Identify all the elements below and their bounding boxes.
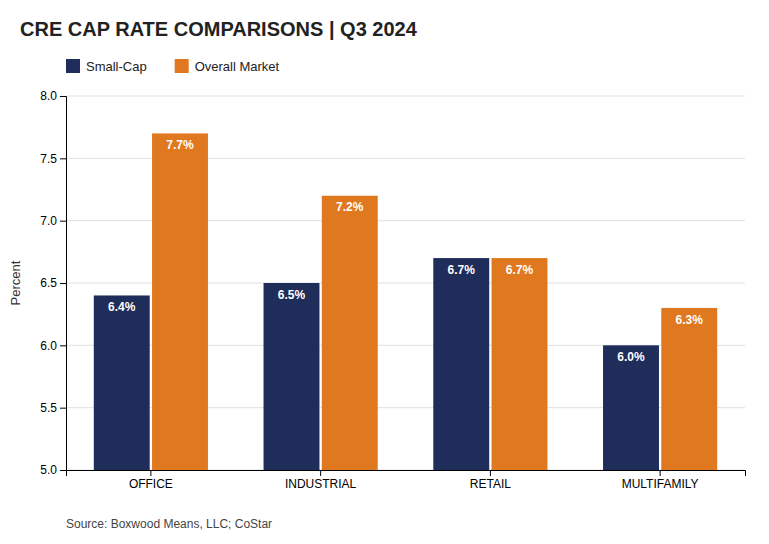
bar bbox=[661, 308, 717, 470]
tick-label: 7.0 bbox=[40, 214, 57, 228]
y-tick: 5.5 bbox=[40, 401, 66, 415]
bar bbox=[94, 295, 150, 470]
data-label: 6.5% bbox=[278, 288, 306, 302]
x-tick: INDUSTRIAL bbox=[285, 470, 357, 491]
tick-mark bbox=[60, 283, 66, 284]
tick-label: 5.0 bbox=[40, 463, 57, 477]
x-tick: RETAIL bbox=[470, 470, 511, 491]
grid bbox=[66, 96, 745, 470]
y-tick: 6.0 bbox=[40, 339, 66, 353]
tick-label: OFFICE bbox=[129, 477, 173, 491]
tick-label: MULTIFAMILY bbox=[622, 477, 699, 491]
chart-svg: CRE CAP RATE COMPARISONS | Q3 2024 Small-… bbox=[0, 0, 769, 544]
data-label: 6.4% bbox=[108, 300, 136, 314]
y-tick: 8.0 bbox=[40, 89, 66, 103]
data-labels: 6.4% 6.5% 6.7% 6.0% 7.7% 7.2% 6.7% 6.3% bbox=[108, 138, 703, 364]
y-axis: 5.0 5.5 6.0 6.5 7.0 7.5 8.0 bbox=[40, 89, 66, 477]
data-label: 6.0% bbox=[617, 350, 645, 364]
tick-mark bbox=[320, 470, 321, 476]
y-axis-title: Percent bbox=[8, 260, 23, 305]
legend-label: Overall Market bbox=[195, 59, 280, 74]
plot: 6.4% 6.5% 6.7% 6.0% 7.7% 7.2% 6.7% 6.3% 5.0 5.5 6.… bbox=[8, 89, 746, 490]
tick-mark bbox=[60, 345, 66, 346]
axis-line bbox=[60, 97, 67, 471]
bar bbox=[433, 258, 489, 470]
grid-line bbox=[66, 96, 745, 97]
bars bbox=[94, 133, 717, 470]
tick-mark bbox=[60, 470, 66, 471]
tick-label: 8.0 bbox=[40, 89, 57, 103]
y-tick: 6.5 bbox=[40, 276, 66, 290]
y-tick: 7.0 bbox=[40, 214, 66, 228]
bar bbox=[492, 258, 548, 470]
y-tick: 5.0 bbox=[40, 463, 66, 477]
bar bbox=[264, 283, 320, 470]
legend-swatch bbox=[66, 59, 80, 73]
y-tick: 7.5 bbox=[40, 152, 66, 166]
tick-mark bbox=[150, 470, 151, 476]
tick-mark bbox=[490, 470, 491, 476]
x-tick: MULTIFAMILY bbox=[622, 470, 699, 491]
data-label: 7.2% bbox=[336, 200, 364, 214]
bar bbox=[603, 345, 659, 470]
data-label: 6.7% bbox=[506, 263, 534, 277]
axis-line bbox=[67, 471, 746, 477]
bar bbox=[152, 133, 208, 470]
data-label: 7.7% bbox=[166, 138, 194, 152]
legend-label: Small-Cap bbox=[86, 59, 147, 74]
tick-label: 6.0 bbox=[40, 339, 57, 353]
source: Source: Boxwood Means, LLC; CoStar bbox=[66, 517, 272, 531]
tick-label: INDUSTRIAL bbox=[285, 477, 357, 491]
tick-label: 5.5 bbox=[40, 401, 57, 415]
legend: Small-Cap Overall Market bbox=[66, 59, 280, 74]
tick-mark bbox=[60, 221, 66, 222]
tick-mark bbox=[660, 470, 661, 476]
x-tick: OFFICE bbox=[129, 470, 173, 491]
x-axis: OFFICE INDUSTRIAL RETAIL MULTIFAMILY bbox=[67, 470, 746, 491]
legend-item: Overall Market bbox=[175, 59, 280, 74]
tick-label: 7.5 bbox=[40, 152, 57, 166]
chart-container: CRE CAP RATE COMPARISONS | Q3 2024 Small-… bbox=[0, 0, 769, 544]
tick-mark bbox=[60, 408, 66, 409]
bar bbox=[322, 196, 378, 470]
data-label: 6.3% bbox=[676, 313, 704, 327]
tick-label: RETAIL bbox=[470, 477, 511, 491]
data-label: 6.7% bbox=[448, 263, 476, 277]
legend-swatch bbox=[175, 59, 189, 73]
tick-mark bbox=[60, 158, 66, 159]
legend-item: Small-Cap bbox=[66, 59, 147, 74]
tick-mark bbox=[60, 96, 66, 97]
tick-label: 6.5 bbox=[40, 276, 57, 290]
title: CRE CAP RATE COMPARISONS | Q3 2024 bbox=[20, 18, 418, 40]
